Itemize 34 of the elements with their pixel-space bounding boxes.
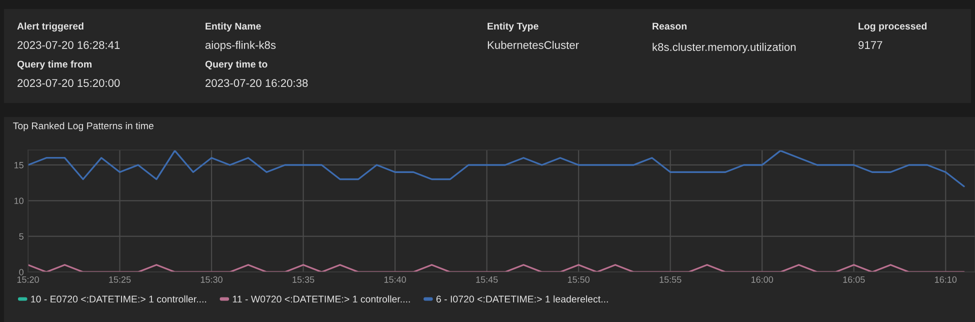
y-tick-label: 15 <box>14 162 24 168</box>
x-tick-label: 15:40 <box>384 276 406 283</box>
x-tick-label: 15:35 <box>292 276 314 283</box>
x-tick-label: 15:20 <box>17 276 39 283</box>
text: 2023-07-20 16:28:41 <box>18 41 120 49</box>
text: 2023-07-20 15:20:00 <box>18 79 120 87</box>
text: Reason <box>652 22 687 30</box>
chart-title: Top Ranked Log Patterns in time <box>13 122 154 132</box>
x-tick-label: 16:00 <box>752 276 774 283</box>
text: 9177 <box>858 41 882 49</box>
text: 2023-07-20 16:20:38 <box>206 79 308 87</box>
line-series <box>28 150 965 188</box>
x-tick-label: 16:10 <box>935 276 957 283</box>
text: Query time from <box>17 60 92 70</box>
x-tick-label: 16:05 <box>843 276 865 283</box>
x-tick-label: 15:50 <box>568 276 590 283</box>
legend-label: 6 - I0720 <:DATETIME:> 1 leaderelect... <box>436 295 608 303</box>
text: k8s.cluster.memory.utilization <box>652 42 796 54</box>
x-tick-label: 15:25 <box>109 276 131 283</box>
legend-label: 11 - W0720 <:DATETIME:> 1 controller.... <box>232 295 410 303</box>
y-tick-label: 0 <box>19 268 24 276</box>
text: Query time to <box>205 60 268 70</box>
x-tick-label: 15:55 <box>660 276 682 283</box>
text: Alert triggered <box>17 22 84 32</box>
text: Log processed <box>858 22 927 32</box>
y-tick-label: 10 <box>14 198 24 204</box>
text: Entity Name <box>206 22 261 32</box>
legend-label: 10 - E0720 <:DATETIME:> 1 controller.... <box>31 295 206 303</box>
x-tick-label: 15:30 <box>200 276 222 283</box>
y-tick-label: 5 <box>19 233 24 240</box>
text: KubernetesCluster <box>488 40 579 49</box>
text: aiops-flink-k8s <box>205 40 276 52</box>
x-tick-label: 15:45 <box>476 276 498 283</box>
text: Entity Type <box>488 22 538 32</box>
